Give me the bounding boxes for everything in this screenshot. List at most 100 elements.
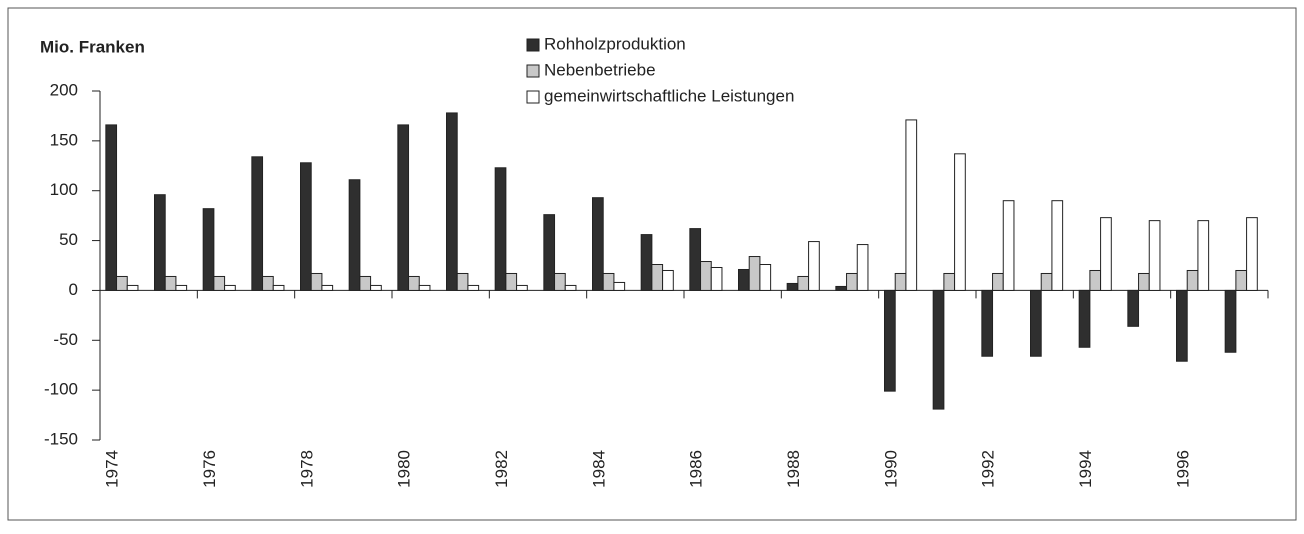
bar <box>992 272 1004 291</box>
bar <box>554 272 566 291</box>
x-tick-label: 1978 <box>297 450 316 488</box>
bar <box>1030 289 1042 357</box>
bar <box>932 289 945 410</box>
bar <box>418 284 431 291</box>
bar <box>1186 269 1199 291</box>
x-tick-label: 1974 <box>103 450 122 488</box>
bar <box>467 284 480 291</box>
legend-swatch <box>526 38 540 52</box>
bar <box>1148 220 1161 291</box>
bar <box>835 285 848 291</box>
bar <box>1100 217 1112 291</box>
bar <box>1138 272 1150 291</box>
bar <box>408 275 420 291</box>
bar <box>359 275 372 291</box>
bar <box>1078 289 1091 348</box>
x-tick-label: 1976 <box>200 450 219 488</box>
bar <box>505 272 518 291</box>
bar <box>786 282 799 291</box>
bar <box>224 284 236 291</box>
bar <box>516 284 528 291</box>
bar <box>592 197 604 291</box>
legend-label: Rohholzproduktion <box>544 34 686 53</box>
x-tick-label: 1996 <box>1173 450 1192 488</box>
bar <box>943 272 956 291</box>
bar <box>1127 289 1140 327</box>
bar <box>1040 272 1053 291</box>
bar <box>116 275 128 291</box>
bar <box>1176 289 1188 362</box>
bar <box>981 289 994 357</box>
y-tick-label: -100 <box>44 380 78 399</box>
bar <box>759 264 772 291</box>
bar <box>564 284 577 291</box>
bar <box>602 272 615 291</box>
bar <box>1051 200 1064 291</box>
x-tick-label: 1994 <box>1076 450 1095 488</box>
bar <box>262 275 274 291</box>
bar <box>640 234 653 291</box>
legend-swatch <box>526 64 540 78</box>
bar <box>370 284 382 291</box>
bar <box>310 272 323 291</box>
y-tick-label: -150 <box>44 429 78 448</box>
y-tick-label: 50 <box>59 230 78 249</box>
chart-title: Mio. Franken <box>40 37 145 56</box>
bar <box>300 162 312 291</box>
bar <box>105 124 118 291</box>
bar <box>213 275 226 291</box>
x-tick-label: 1988 <box>784 450 803 488</box>
y-tick-label: 100 <box>50 180 78 199</box>
bar <box>884 289 896 392</box>
bar <box>710 266 723 291</box>
legend-label: Nebenbetriebe <box>544 60 656 79</box>
bar <box>543 214 556 291</box>
bar <box>126 284 139 291</box>
y-tick-label: 150 <box>50 130 78 149</box>
bar <box>797 275 810 291</box>
bar <box>700 261 712 291</box>
bar <box>689 228 702 291</box>
bar <box>251 156 264 291</box>
x-tick-label: 1982 <box>492 450 511 488</box>
bar <box>846 272 858 291</box>
y-tick-label: -50 <box>53 330 78 349</box>
bar <box>954 153 966 291</box>
bar <box>1246 217 1258 291</box>
bar <box>494 167 507 291</box>
bar <box>894 272 907 291</box>
x-tick-label: 1992 <box>979 450 998 488</box>
x-tick-label: 1984 <box>589 450 608 488</box>
y-tick-label: 0 <box>69 280 78 299</box>
bar <box>1197 220 1210 291</box>
bar <box>613 281 626 291</box>
bar <box>348 179 361 291</box>
bar <box>397 124 410 291</box>
bar <box>154 194 166 291</box>
bar <box>272 284 285 291</box>
bar <box>1002 200 1015 291</box>
bar <box>856 244 869 291</box>
bar <box>1235 269 1248 291</box>
bar <box>748 256 761 291</box>
legend-label: gemeinwirtschaftliche Leistungen <box>544 86 794 105</box>
bar <box>651 264 664 291</box>
bar <box>1089 269 1102 291</box>
x-tick-label: 1990 <box>881 450 900 488</box>
legend-swatch <box>526 90 540 104</box>
x-tick-label: 1980 <box>395 450 414 488</box>
y-tick-label: 200 <box>50 80 78 99</box>
bar <box>662 269 674 291</box>
bar <box>321 284 334 291</box>
bar <box>175 284 188 291</box>
x-tick-label: 1986 <box>687 450 706 488</box>
bar <box>738 268 750 291</box>
bar <box>1224 289 1237 353</box>
bar <box>446 112 458 291</box>
bar <box>456 272 469 291</box>
bar <box>164 275 177 291</box>
bar <box>808 241 820 291</box>
bar <box>202 208 215 291</box>
bar <box>905 119 918 291</box>
